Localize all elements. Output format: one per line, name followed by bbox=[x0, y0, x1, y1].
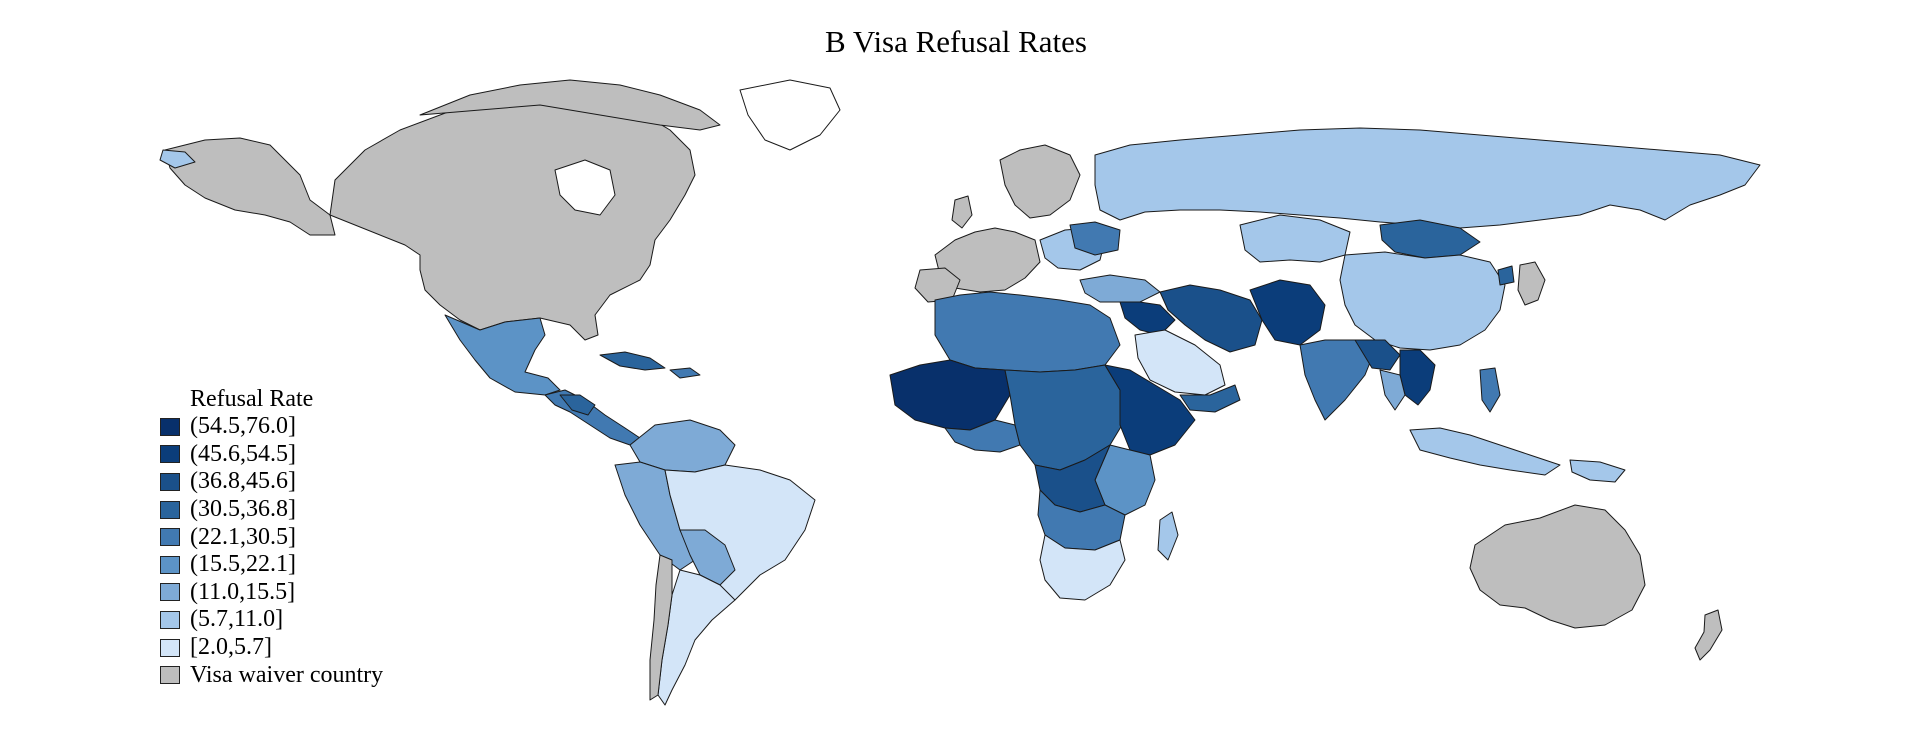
region-arctic-islands bbox=[419, 79, 721, 131]
legend-label: (36.8,45.6] bbox=[190, 468, 296, 495]
region-north-korea bbox=[1497, 265, 1515, 286]
legend-label: Visa waiver country bbox=[190, 661, 384, 688]
legend-swatch bbox=[160, 610, 180, 629]
region-kazakhstan bbox=[1239, 214, 1351, 263]
legend-swatch bbox=[160, 500, 180, 519]
region-guatemala-honduras bbox=[559, 394, 596, 416]
legend-swatch bbox=[160, 528, 180, 547]
map-title: B Visa Refusal Rates bbox=[825, 24, 1087, 59]
legend-label: (30.5,36.8] bbox=[190, 496, 296, 523]
region-turkey bbox=[1079, 274, 1161, 303]
legend-row: (5.7,11.0] bbox=[160, 606, 383, 634]
legend-swatch bbox=[160, 666, 180, 685]
region-hudson-bay bbox=[554, 159, 616, 216]
region-madagascar bbox=[1157, 511, 1179, 561]
region-myanmar bbox=[1379, 369, 1406, 411]
region-north-africa bbox=[934, 291, 1121, 373]
legend-swatch bbox=[160, 472, 180, 491]
legend-row: (15.5,22.1] bbox=[160, 551, 383, 579]
region-yemen-oman bbox=[1179, 384, 1241, 413]
legend-row: [2.0,5.7] bbox=[160, 634, 383, 662]
region-caucasus-iran bbox=[1159, 284, 1263, 353]
region-alaska bbox=[164, 137, 336, 236]
region-indonesia bbox=[1409, 427, 1561, 476]
legend-row: (22.1,30.5] bbox=[160, 523, 383, 551]
region-horn-of-africa bbox=[1104, 364, 1196, 456]
region-russia bbox=[1094, 127, 1761, 229]
region-mexico bbox=[444, 314, 561, 396]
legend-label: (11.0,15.5] bbox=[190, 578, 296, 605]
region-philippines bbox=[1479, 367, 1501, 413]
legend-row: Visa waiver country bbox=[160, 661, 383, 689]
region-hispaniola bbox=[669, 367, 701, 379]
legend-swatch bbox=[160, 445, 180, 464]
region-scandinavia bbox=[999, 144, 1081, 219]
region-chile bbox=[649, 554, 673, 701]
legend-label: (15.5,22.1] bbox=[190, 551, 296, 578]
legend-label: (45.6,54.5] bbox=[190, 440, 296, 467]
region-ukraine bbox=[1069, 221, 1121, 256]
legend-label: (54.5,76.0] bbox=[190, 413, 296, 440]
region-west-africa bbox=[889, 359, 1011, 431]
region-nepal-bangladesh bbox=[1354, 339, 1401, 371]
legend-row: (45.6,54.5] bbox=[160, 441, 383, 469]
region-korea-japan bbox=[1517, 261, 1546, 306]
region-southeast-asia bbox=[1399, 349, 1436, 406]
region-papua bbox=[1569, 459, 1626, 483]
legend-row: (11.0,15.5] bbox=[160, 579, 383, 607]
region-central-america bbox=[544, 389, 641, 446]
region-saudi-arabia bbox=[1134, 329, 1226, 396]
region-canada-usa bbox=[329, 91, 696, 341]
legend-swatch bbox=[160, 555, 180, 574]
region-new-zealand bbox=[1694, 609, 1723, 661]
region-afghanistan-pakistan bbox=[1249, 279, 1326, 346]
region-southern-africa bbox=[1039, 534, 1126, 601]
region-caribbean bbox=[599, 351, 666, 371]
map-legend: Refusal Rate (54.5,76.0] (45.6,54.5] (36… bbox=[160, 385, 383, 689]
legend-label: [2.0,5.7] bbox=[190, 634, 272, 661]
legend-swatch bbox=[160, 417, 180, 436]
legend-label: (5.7,11.0] bbox=[190, 606, 284, 633]
region-bolivia-paraguay bbox=[679, 529, 736, 586]
legend-row: (54.5,76.0] bbox=[160, 413, 383, 441]
region-australia bbox=[1469, 504, 1646, 629]
legend-row: (36.8,45.6] bbox=[160, 468, 383, 496]
legend-title: Refusal Rate bbox=[190, 386, 314, 412]
region-greenland bbox=[739, 79, 841, 151]
region-uk bbox=[951, 195, 973, 229]
region-china bbox=[1339, 251, 1506, 351]
region-india bbox=[1299, 339, 1376, 421]
region-aleutian-west bbox=[159, 149, 196, 169]
legend-swatch bbox=[160, 638, 180, 657]
legend-row: (30.5,36.8] bbox=[160, 496, 383, 524]
legend-label: (22.1,30.5] bbox=[190, 523, 296, 550]
region-iraq-syria bbox=[1119, 301, 1176, 336]
legend-swatch bbox=[160, 583, 180, 602]
